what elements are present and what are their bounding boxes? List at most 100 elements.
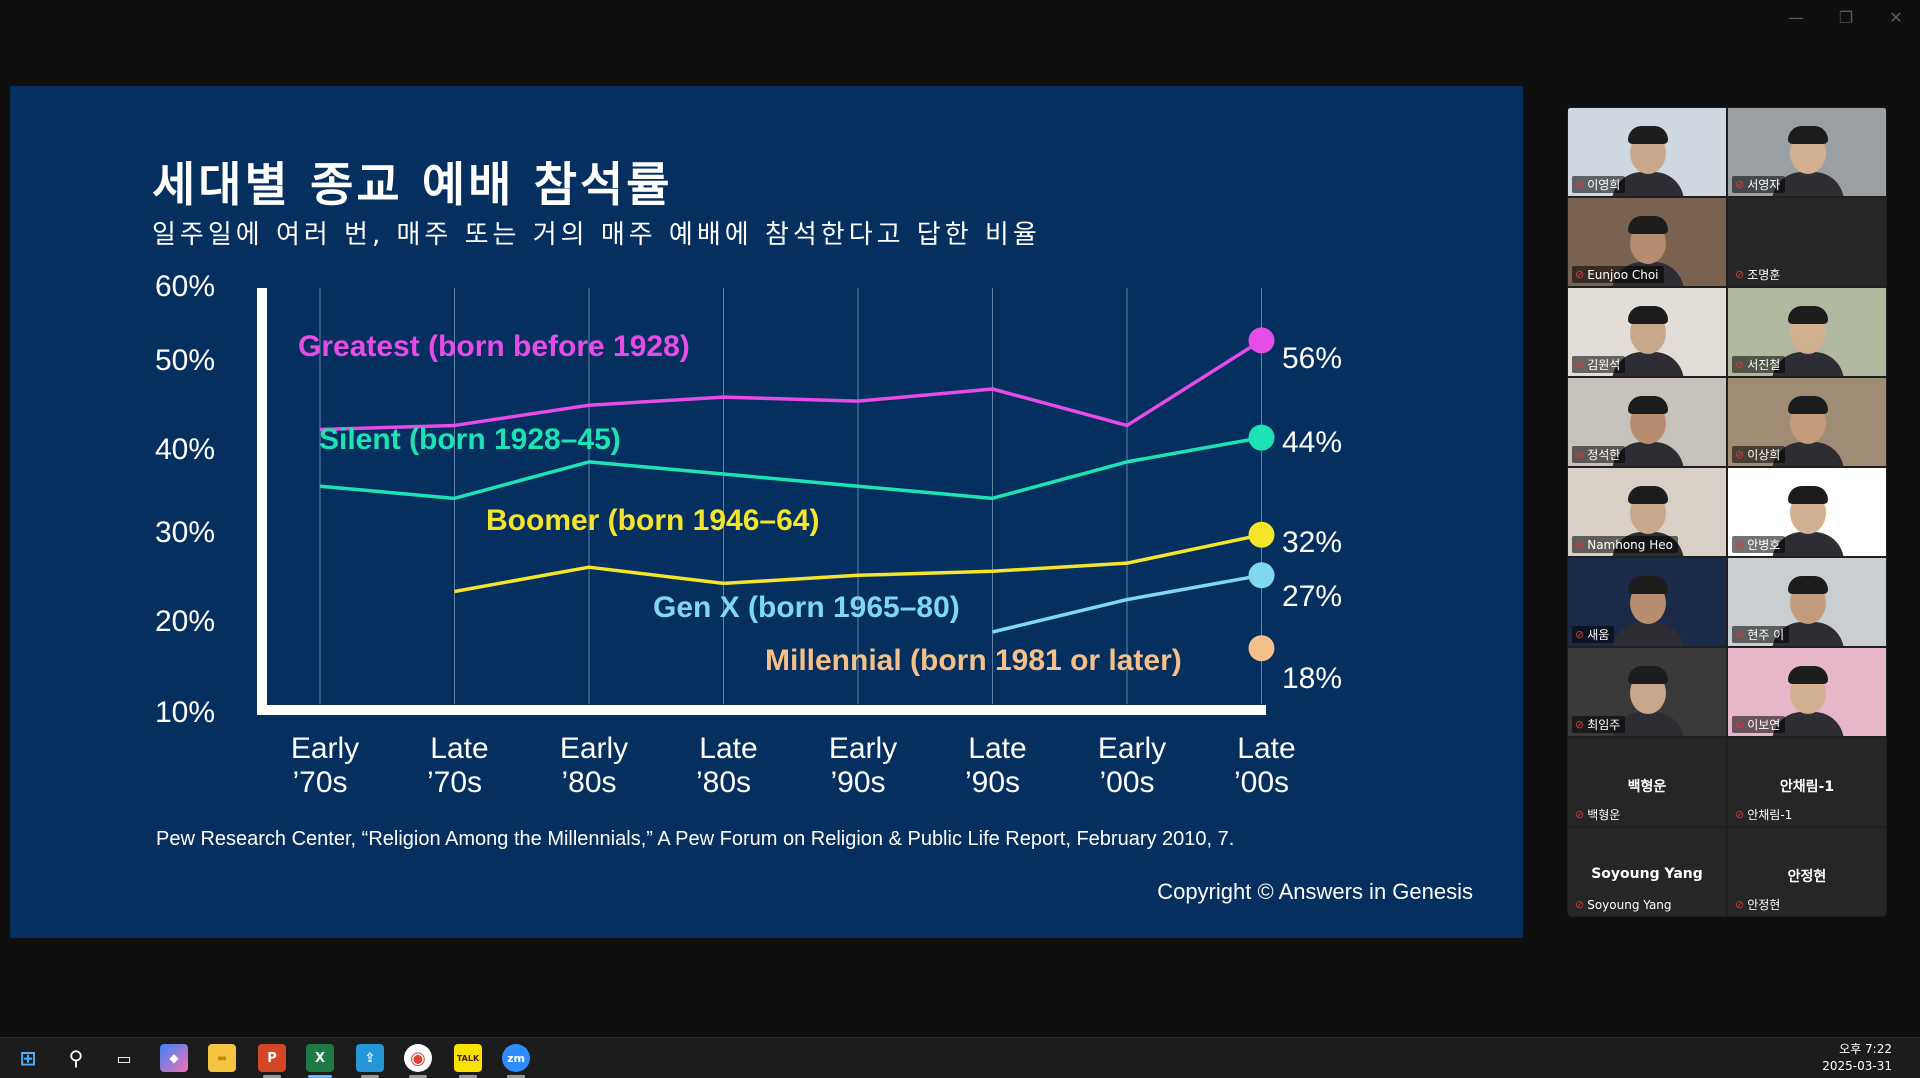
- participant-display-name: 안채림-1: [1779, 779, 1835, 795]
- clock-time: 오후 7:22: [1839, 1042, 1892, 1056]
- muted-mic-icon: ⊘: [1575, 628, 1585, 641]
- series-name-label: Boomer (born 1946–64): [486, 504, 819, 537]
- participant-tile[interactable]: ⊘ 서진철: [1728, 288, 1886, 376]
- participant-video: [1568, 288, 1726, 376]
- series-end-marker: [1248, 327, 1275, 354]
- participant-tile[interactable]: ⊘ 이상희: [1728, 378, 1886, 466]
- participant-nameplate: ⊘ Eunjoo Choi: [1572, 266, 1664, 283]
- series-name-label: Gen X (born 1965–80): [653, 591, 960, 624]
- x-tick-label: ’00s: [1234, 766, 1289, 799]
- x-tick-label: Early: [1098, 732, 1166, 765]
- series-line: [319, 435, 1262, 501]
- participant-nameplate: ⊘ 안채림-1: [1732, 806, 1797, 823]
- participant-tile[interactable]: 안정현 ⊘ 안정현: [1728, 828, 1886, 916]
- x-tick-label: Early: [291, 732, 359, 765]
- participant-name: 최임주: [1587, 718, 1621, 732]
- chrome-icon[interactable]: ◉: [404, 1044, 432, 1072]
- series-end-marker: [1248, 424, 1275, 451]
- participant-name: 이상희: [1747, 448, 1781, 462]
- muted-mic-icon: ⊘: [1735, 898, 1745, 911]
- task-view-icon[interactable]: ▭: [116, 1048, 132, 1068]
- participant-name: 현주 이: [1747, 628, 1785, 642]
- file-explorer-icon[interactable]: ▬: [208, 1044, 236, 1072]
- participant-name: 이보연: [1747, 718, 1781, 732]
- participant-nameplate: ⊘ 조명훈: [1732, 266, 1785, 283]
- y-tick-label: 20%: [155, 605, 215, 638]
- muted-mic-icon: ⊘: [1735, 808, 1745, 821]
- series-end-label: 18%: [1282, 662, 1342, 695]
- y-tick-label: 10%: [155, 696, 215, 729]
- participant-tile[interactable]: 안채림-1 ⊘ 안채림-1: [1728, 738, 1886, 826]
- series-end-label: 56%: [1282, 342, 1342, 375]
- series-end-marker: [1248, 635, 1275, 662]
- x-tick-label: Late: [430, 732, 488, 765]
- participant-nameplate: ⊘ 백형운: [1572, 806, 1625, 823]
- y-tick-label: 30%: [155, 516, 215, 549]
- participant-name: Soyoung Yang: [1587, 897, 1672, 912]
- muted-mic-icon: ⊘: [1735, 448, 1745, 461]
- participant-tile[interactable]: ⊘ 안병호: [1728, 468, 1886, 556]
- series-line: [319, 338, 1263, 432]
- participant-nameplate: ⊘ 이영희: [1572, 176, 1626, 193]
- clock-date: 2025-03-31: [1822, 1059, 1892, 1073]
- participant-tile[interactable]: ⊘ 이영희: [1568, 108, 1726, 196]
- series-end-marker: [1248, 521, 1275, 548]
- copilot-icon[interactable]: ◆: [160, 1044, 188, 1072]
- x-tick-label: ’70s: [427, 766, 482, 799]
- windows-start-icon[interactable]: ⊞: [19, 1046, 37, 1070]
- muted-mic-icon: ⊘: [1575, 358, 1585, 371]
- participant-tile[interactable]: ⊘ 이보연: [1728, 648, 1886, 736]
- participant-name: 정석한: [1587, 448, 1621, 462]
- participant-name: 이영희: [1587, 178, 1621, 192]
- participant-gallery: ⊘ 이영희 ⊘ 서영자 ⊘ Eunjoo Choi ⊘ 조명훈 ⊘ 김원석 ⊘ 서진철 ⊘ 정석한 ⊘ 이상희…: [1567, 107, 1887, 917]
- search-icon[interactable]: ⚲: [68, 1046, 84, 1070]
- powerpoint-icon[interactable]: P: [258, 1044, 286, 1072]
- participant-name: 조명훈: [1747, 268, 1781, 282]
- x-tick-label: Late: [1237, 732, 1295, 765]
- participant-name: 백형운: [1587, 808, 1621, 822]
- participant-display-name: Soyoung Yang: [1591, 866, 1703, 882]
- kakaotalk-icon[interactable]: TALK: [454, 1044, 482, 1072]
- series-end-marker: [1248, 562, 1275, 589]
- minimize-icon[interactable]: —: [1788, 8, 1804, 27]
- participant-video: [1728, 288, 1886, 376]
- series-end-label: 27%: [1282, 580, 1342, 613]
- participant-nameplate: ⊘ 김원석: [1572, 356, 1626, 373]
- participant-name: 김원석: [1587, 358, 1621, 372]
- y-tick-label: 60%: [155, 270, 215, 303]
- close-icon[interactable]: ✕: [1889, 8, 1903, 27]
- participant-video: [1728, 108, 1886, 196]
- participant-tile[interactable]: ⊘ Namhong Heo: [1568, 468, 1726, 556]
- participant-tile[interactable]: 백형운 ⊘ 백형운: [1568, 738, 1726, 826]
- app-blue-icon[interactable]: ⇪: [356, 1044, 384, 1072]
- source-citation: Pew Research Center, “Religion Among the…: [156, 828, 1235, 850]
- slide-subtitle: 일주일에 여러 번, 매주 또는 거의 매주 예배에 참석한다고 답한 비율: [152, 220, 1041, 250]
- participant-tile[interactable]: ⊘ Eunjoo Choi: [1568, 198, 1726, 286]
- participant-tile[interactable]: ⊘ 김원석: [1568, 288, 1726, 376]
- zoom-icon[interactable]: zm: [502, 1044, 530, 1072]
- series-line: [454, 533, 1262, 594]
- slide-title: 세대별 종교 예배 참석률: [152, 158, 673, 213]
- attendance-line-chart: 60%50%40%30%20%10%Early’70sLate’70sEarly…: [155, 270, 1342, 799]
- participant-tile[interactable]: ⊘ 현주 이: [1728, 558, 1886, 646]
- participant-nameplate: ⊘ 서진철: [1732, 356, 1786, 373]
- y-tick-label: 40%: [155, 433, 215, 466]
- excel-icon[interactable]: X: [306, 1044, 334, 1072]
- participant-nameplate: ⊘ 안정현: [1732, 896, 1785, 913]
- system-clock[interactable]: 오후 7:22 2025-03-31: [1822, 1041, 1892, 1075]
- x-tick-label: ’80s: [561, 766, 616, 799]
- x-tick-label: ’90s: [830, 766, 885, 799]
- participant-tile[interactable]: ⊘ 최임주: [1568, 648, 1726, 736]
- x-tick-label: Early: [560, 732, 628, 765]
- participant-video: [1568, 558, 1726, 646]
- participant-name: 새움: [1587, 628, 1610, 642]
- participant-tile[interactable]: Soyoung Yang ⊘ Soyoung Yang: [1568, 828, 1726, 916]
- participant-tile[interactable]: ⊘ 정석한: [1568, 378, 1726, 466]
- participant-tile[interactable]: ⊘ 서영자: [1728, 108, 1886, 196]
- muted-mic-icon: ⊘: [1735, 628, 1745, 641]
- muted-mic-icon: ⊘: [1575, 898, 1585, 911]
- restore-icon[interactable]: ❐: [1838, 8, 1854, 27]
- participant-nameplate: ⊘ 안병호: [1732, 536, 1786, 553]
- participant-tile[interactable]: ⊘ 조명훈: [1728, 198, 1886, 286]
- participant-tile[interactable]: ⊘ 새움: [1568, 558, 1726, 646]
